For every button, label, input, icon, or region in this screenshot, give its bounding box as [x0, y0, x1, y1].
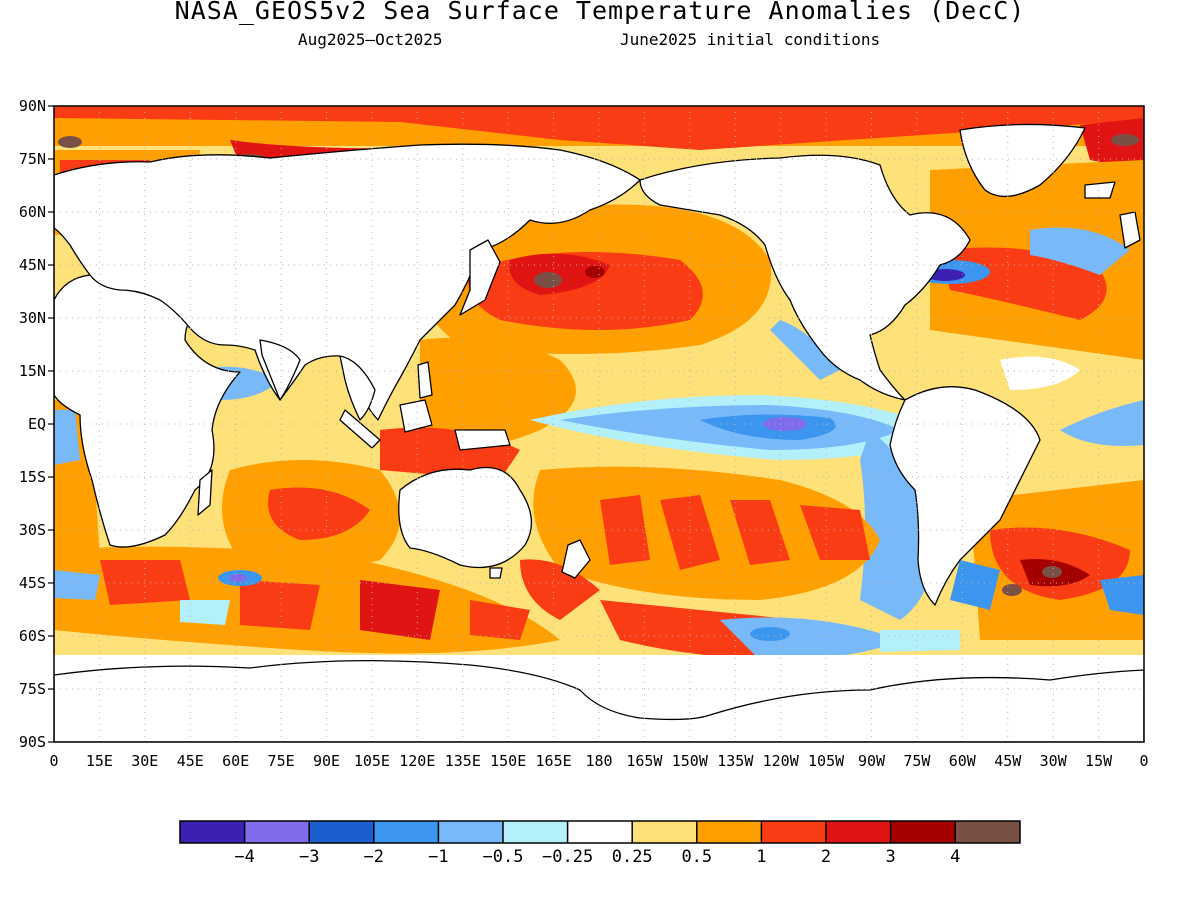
- land-iceland: [1084, 181, 1116, 199]
- land-north-america: [639, 154, 971, 401]
- land-masses: [54, 123, 1144, 742]
- colorbar-swatch: [503, 821, 568, 843]
- lon-label: 150W: [672, 752, 709, 770]
- lat-label: 60S: [19, 627, 46, 645]
- longitude-labels: 0 15E 30E 45E 60E 75E 90E 105E 120E 135E…: [49, 752, 1148, 770]
- colorbar-label: −4: [234, 847, 254, 867]
- lon-label: 0: [49, 752, 58, 770]
- colorbar-label: 0.25: [612, 847, 653, 867]
- land-australia: [398, 466, 532, 569]
- colorbar-swatch: [890, 821, 956, 843]
- lat-label: 90N: [19, 97, 46, 115]
- latitude-labels: 90N 75N 60N 45N 30N 15N EQ 15S 30S 45S 6…: [19, 97, 46, 751]
- lon-label: 150E: [490, 752, 526, 770]
- lat-label: 30N: [19, 309, 46, 327]
- land-philippines: [417, 361, 433, 399]
- colorbar-swatch: [632, 821, 697, 843]
- map-title: NASA_GEOS5v2 Sea Surface Temperature Ano…: [174, 0, 1026, 25]
- lon-label: 30W: [1040, 752, 1068, 770]
- axis-ticks: [48, 105, 54, 743]
- lat-label: 45N: [19, 256, 46, 274]
- lon-label: 60E: [222, 752, 249, 770]
- lon-label: 60W: [949, 752, 977, 770]
- lon-label: 120W: [763, 752, 800, 770]
- colorbar-label: −1: [428, 847, 448, 867]
- lon-label: 120E: [399, 752, 435, 770]
- lat-label: 15S: [19, 468, 46, 486]
- lat-label: 15N: [19, 362, 46, 380]
- lon-label: 105W: [808, 752, 845, 770]
- lat-label: 75N: [19, 150, 46, 168]
- lon-label: 0: [1139, 752, 1148, 770]
- lat-label: 90S: [19, 733, 46, 751]
- lon-label: 135E: [445, 752, 481, 770]
- lon-label: 90W: [858, 752, 886, 770]
- land-new-zealand: [561, 539, 591, 579]
- colorbar-label: −0.25: [542, 847, 593, 867]
- lon-label: 30E: [131, 752, 158, 770]
- lat-label: 75S: [19, 680, 46, 698]
- colorbar-swatch: [761, 821, 826, 843]
- colorbar-label: 0.5: [681, 847, 712, 867]
- land-british-isles: [1119, 211, 1141, 249]
- colorbar-label: −0.5: [483, 847, 524, 867]
- colorbar-swatch: [438, 821, 503, 843]
- lon-label: 105E: [354, 752, 390, 770]
- graticule: [54, 106, 1144, 742]
- colorbar-swatch: [180, 821, 245, 843]
- lon-label: 45W: [994, 752, 1022, 770]
- land-south-america: [889, 386, 1041, 606]
- colorbar-swatch: [244, 821, 310, 843]
- lat-label: 30S: [19, 521, 46, 539]
- colorbar-swatch: [309, 821, 374, 843]
- colorbar-swatch: [696, 821, 762, 843]
- map-plot-area: [54, 106, 1144, 742]
- colorbar-swatch: [826, 821, 891, 843]
- lat-label: 45S: [19, 574, 46, 592]
- lon-label: 45E: [177, 752, 204, 770]
- lon-label: 165W: [626, 752, 663, 770]
- land-antarctica: [54, 660, 1144, 742]
- land-tasmania: [489, 567, 503, 579]
- lat-label: 60N: [19, 203, 46, 221]
- lat-label: EQ: [28, 415, 46, 433]
- colorbar-label: 4: [950, 847, 960, 867]
- lon-label: 75E: [268, 752, 295, 770]
- lon-label: 15W: [1085, 752, 1113, 770]
- land-india: [259, 339, 301, 401]
- colorbar: −4 −3 −2 −1 −0.5 −0.25 0.25 0.5 1 2 3 4: [179, 820, 1021, 867]
- initial-conditions: June2025 initial conditions: [620, 30, 881, 49]
- land-eurasia: [54, 143, 641, 421]
- lon-label: 135W: [717, 752, 754, 770]
- forecast-period: Aug2025—Oct2025: [298, 30, 443, 49]
- land-japan: [459, 239, 501, 316]
- colorbar-swatch: [567, 821, 633, 843]
- colorbar-swatch: [955, 821, 1020, 843]
- lon-label: 15E: [86, 752, 113, 770]
- land-new-guinea: [454, 429, 511, 451]
- colorbar-label: −3: [299, 847, 319, 867]
- colorbar-swatch: [373, 821, 439, 843]
- lon-label: 75W: [903, 752, 931, 770]
- land-greenland: [959, 123, 1086, 197]
- lon-label: 90E: [313, 752, 340, 770]
- colorbar-label: 3: [885, 847, 895, 867]
- colorbar-label: −2: [364, 847, 384, 867]
- lon-label: 165E: [536, 752, 572, 770]
- land-indochina: [339, 355, 376, 421]
- lon-label: 180: [585, 752, 612, 770]
- colorbar-label: 1: [756, 847, 766, 867]
- land-madagascar: [197, 469, 213, 516]
- colorbar-label: 2: [821, 847, 831, 867]
